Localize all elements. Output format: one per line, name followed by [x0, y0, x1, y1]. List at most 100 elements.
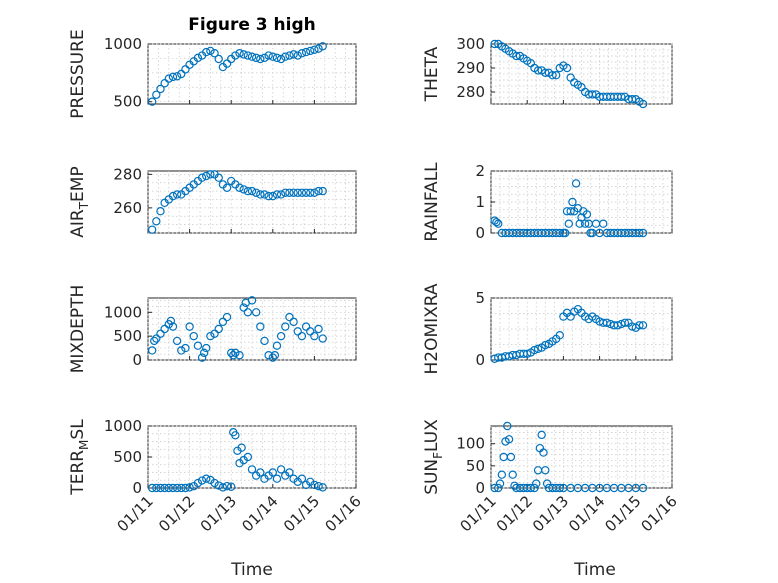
y-axis-label: THETA [422, 46, 442, 102]
y-tick-label: 0 [475, 351, 485, 369]
data-point [318, 334, 327, 343]
x-tick-label: 01/16 [322, 492, 365, 535]
data-point [181, 65, 190, 74]
data-point [197, 476, 207, 485]
data-point [270, 351, 280, 360]
data-point [181, 483, 190, 493]
y-tick-label: 1000 [104, 417, 142, 435]
x-tick-label: 01/14 [238, 492, 281, 535]
y-tick-label: 2 [475, 162, 485, 180]
data-point [314, 481, 323, 491]
data-point [504, 435, 514, 444]
data-point [247, 52, 257, 61]
data-point [222, 312, 232, 322]
data-point [542, 479, 552, 488]
data-point [276, 331, 286, 341]
y-tick-label: 0 [475, 479, 485, 497]
data-point [566, 207, 575, 216]
y-axis-label: RAINFALL [422, 162, 442, 242]
data-point [512, 51, 521, 61]
data-point [541, 340, 550, 350]
data-point [185, 483, 194, 492]
data-point [235, 49, 244, 58]
data-point [260, 53, 269, 63]
data-point [214, 324, 223, 334]
x-tick-label: 01/12 [493, 492, 536, 535]
data-point [177, 483, 186, 493]
data-point [177, 346, 186, 355]
y-tick-label: 50 [466, 457, 485, 475]
data-point [206, 170, 215, 179]
data-point [301, 322, 311, 331]
data-point [523, 349, 532, 358]
y-tick-label: 290 [456, 59, 485, 77]
data-point [599, 219, 608, 228]
data-point [172, 72, 182, 81]
data-point [588, 90, 597, 99]
data-point [297, 331, 307, 341]
data-point [231, 431, 240, 440]
data-point [561, 228, 570, 238]
data-point [147, 225, 157, 234]
data-point [229, 351, 238, 360]
data-point [210, 478, 219, 488]
data-point [156, 329, 165, 338]
y-axis-label: H2OMIXRA [422, 283, 442, 374]
data-point [293, 51, 302, 60]
data-point [222, 183, 232, 192]
y-tick-label: 0 [132, 479, 142, 497]
data-point [530, 483, 539, 493]
subplot-6: 0 5 H2OMIXRA [422, 283, 673, 375]
data-point [168, 191, 178, 201]
data-point [555, 483, 564, 493]
data-point [172, 483, 182, 493]
data-point [297, 188, 307, 197]
data-point [231, 51, 240, 60]
y-tick-label: 5 [475, 289, 485, 307]
y-tick-label: 260 [113, 199, 142, 217]
data-point [494, 219, 503, 228]
x-axis-label-left: Time [230, 560, 273, 580]
data-point [310, 331, 319, 341]
data-point [526, 483, 536, 493]
axes-frame [147, 43, 357, 105]
data-point [256, 468, 265, 477]
subplot-2: 280 290 300 THETA [422, 35, 673, 109]
x-tick-label: 01/13 [197, 492, 240, 535]
data-point [206, 331, 215, 341]
data-point [243, 51, 253, 60]
data-point [541, 68, 550, 78]
y-tick-label: 500 [113, 327, 142, 345]
y-axis-label: PRESSURE [68, 29, 88, 118]
data-point [564, 219, 574, 228]
data-point [189, 331, 198, 341]
data-point [281, 188, 290, 197]
data-point [285, 188, 294, 197]
data-point [533, 66, 543, 75]
data-point [160, 79, 169, 88]
data-point [202, 474, 211, 483]
data-point [638, 228, 648, 238]
data-point [318, 42, 327, 51]
x-tick-label: 01/13 [529, 492, 572, 535]
data-point [199, 348, 209, 358]
data-point [310, 480, 319, 490]
data-point [164, 74, 173, 83]
data-point [285, 312, 294, 322]
y-tick-label: 0 [475, 224, 485, 242]
data-point [185, 322, 194, 331]
data-point [289, 317, 298, 327]
data-point [306, 188, 315, 197]
data-point [310, 45, 319, 54]
data-point [218, 317, 228, 327]
data-point [530, 345, 539, 355]
x-tick-label: 01/12 [155, 492, 198, 535]
data-point [210, 329, 219, 338]
data-point [226, 482, 236, 491]
data-point [206, 46, 215, 56]
data-point [251, 188, 261, 197]
data-point [152, 334, 161, 343]
data-point [555, 228, 564, 238]
data-point [638, 321, 648, 330]
